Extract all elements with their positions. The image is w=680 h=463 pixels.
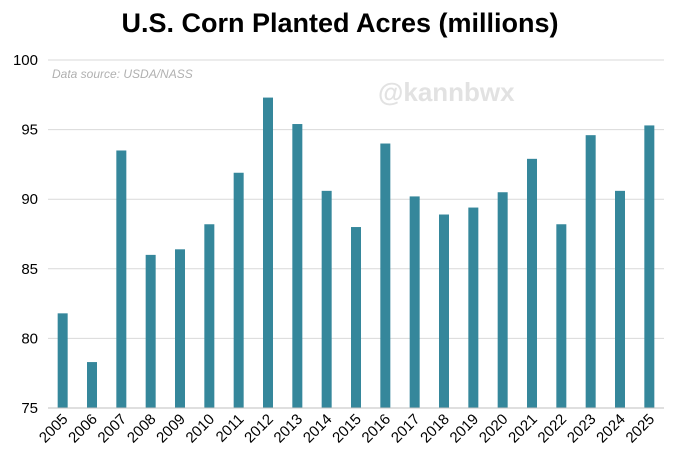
bar-2008: [145, 254, 156, 408]
bar-2019: [468, 207, 479, 408]
bar-2012: [263, 97, 273, 409]
bar-2006: [87, 362, 97, 408]
y-tick-label: 100: [13, 52, 38, 69]
y-tick-label: 90: [21, 191, 38, 208]
bar-2021: [527, 158, 537, 408]
bar-2011: [233, 172, 244, 408]
chart-title: U.S. Corn Planted Acres (millions): [121, 8, 559, 38]
y-tick-label: 85: [21, 261, 38, 278]
x-tick-label: 2009: [153, 411, 189, 447]
x-tick-label: 2024: [593, 411, 629, 447]
bar-2023: [585, 135, 596, 408]
bar-2014: [321, 190, 332, 408]
x-tick-label: 2019: [447, 411, 483, 447]
x-tick-label: 2011: [213, 411, 248, 446]
bar-2018: [439, 214, 449, 408]
x-tick-label: 2023: [564, 411, 600, 447]
x-tick-label: 2018: [417, 411, 453, 447]
x-tick-label: 2022: [535, 411, 571, 447]
x-tick-label: 2013: [271, 411, 307, 447]
bar-2013: [292, 124, 303, 409]
x-tick-label: 2006: [65, 411, 101, 447]
y-tick-label: 75: [21, 400, 38, 417]
x-tick-label: 2015: [329, 411, 365, 447]
bar-2005: [57, 313, 68, 408]
x-tick-label: 2017: [388, 411, 424, 447]
y-axis: 75 80 85 90 95 100: [13, 52, 38, 417]
x-tick-label: 2008: [124, 411, 160, 447]
bars: [57, 97, 655, 409]
source-note: Data source: USDA/NASS: [52, 67, 193, 81]
bar-2020: [497, 192, 508, 408]
x-tick-label: 2021: [505, 411, 541, 447]
x-tick-label: 2005: [36, 411, 72, 447]
x-tick-label: 2014: [300, 411, 336, 447]
y-tick-label: 80: [21, 330, 38, 347]
bar-2024: [615, 190, 625, 408]
watermark: @kannbwx: [378, 77, 515, 107]
bar-2007: [116, 150, 127, 409]
x-axis: 2005200620072008200920102011201220132014…: [36, 411, 658, 447]
x-tick-label: 2025: [623, 411, 659, 447]
bar-2025: [644, 125, 655, 408]
bar-2015: [351, 227, 361, 408]
x-tick-label: 2020: [476, 411, 512, 447]
bar-2022: [556, 224, 567, 408]
x-tick-label: 2016: [359, 411, 395, 447]
bar-2017: [409, 196, 420, 408]
bar-2009: [175, 249, 185, 408]
bar-2010: [204, 224, 215, 408]
x-tick-label: 2010: [183, 411, 219, 447]
x-tick-label: 2007: [95, 411, 131, 447]
x-tick-label: 2012: [241, 411, 277, 447]
y-tick-label: 95: [21, 122, 38, 139]
bar-2016: [380, 143, 391, 408]
